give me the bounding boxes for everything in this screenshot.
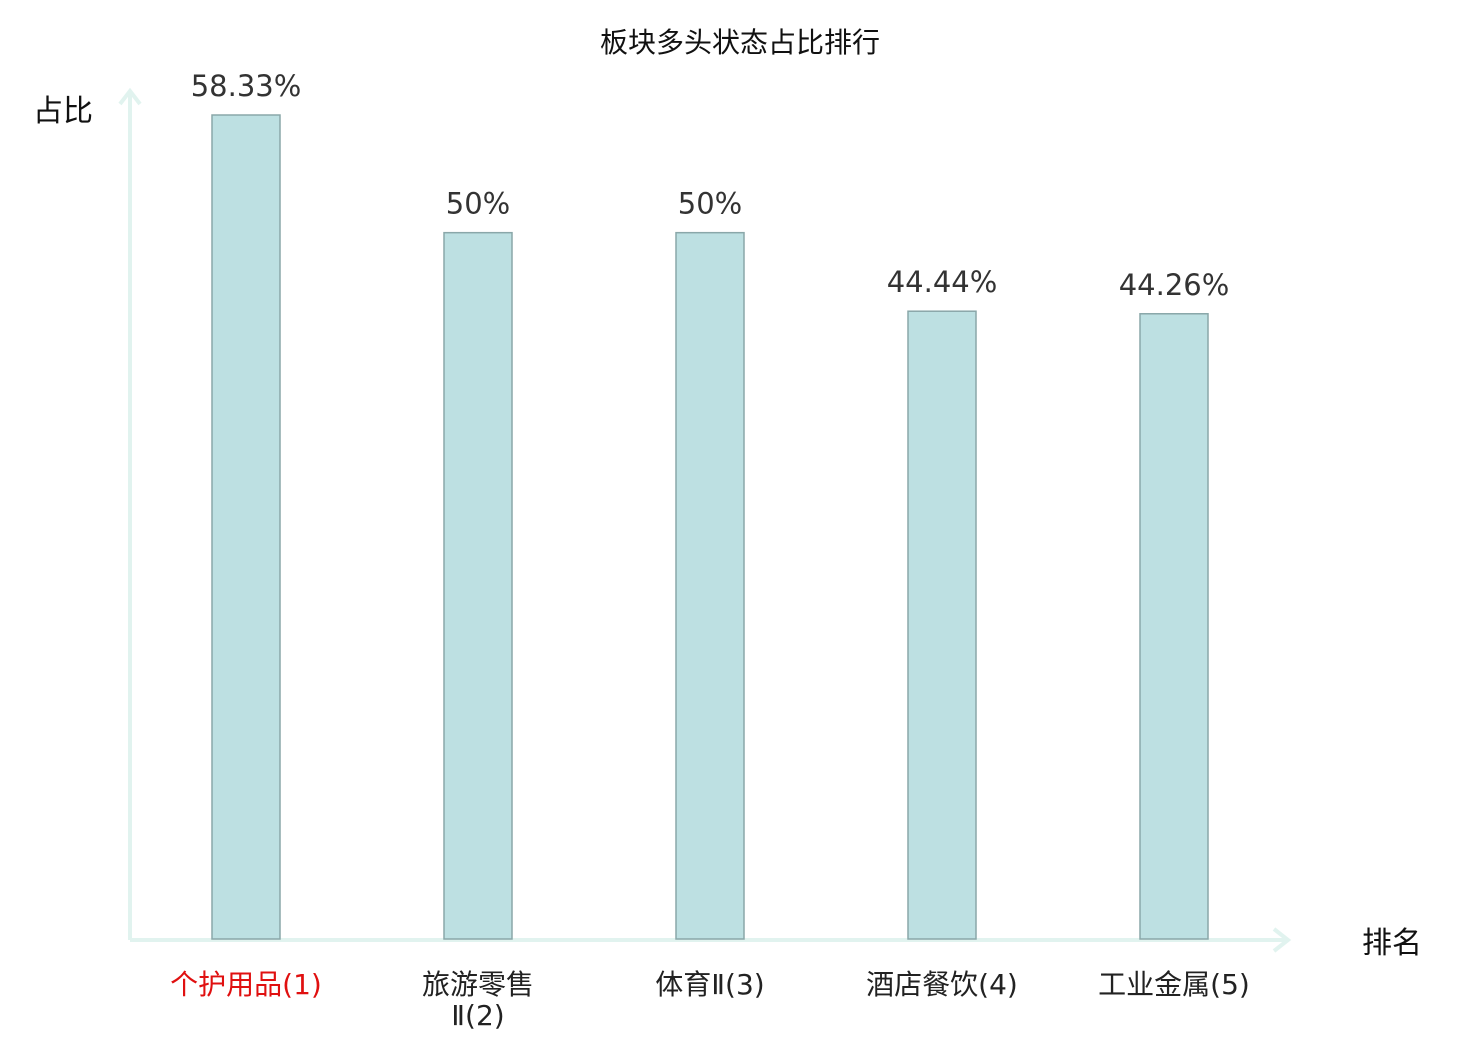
x-axis-label: 排名 <box>1362 926 1422 961</box>
y-axis-label: 占比 <box>33 94 93 129</box>
bar <box>443 231 513 940</box>
bar <box>907 310 977 940</box>
value-label: 58.33% <box>191 69 302 103</box>
x-tick-label: 个护用品(1) <box>170 968 322 1001</box>
bar <box>675 231 745 940</box>
x-tick-label: 工业金属(5) <box>1098 968 1250 1001</box>
x-tick-label: 酒店餐饮(4) <box>866 968 1018 1001</box>
value-label: 44.44% <box>887 265 998 299</box>
chart-title: 板块多头状态占比排行 <box>600 26 880 59</box>
x-tick-label: Ⅱ(2) <box>451 999 504 1032</box>
x-axis-arrow <box>1272 927 1292 953</box>
bars-group <box>211 114 1209 940</box>
axes <box>118 87 1292 953</box>
value-label: 50% <box>678 187 742 221</box>
value-label: 44.26% <box>1119 268 1230 302</box>
x-tick-label: 体育Ⅱ(3) <box>655 968 764 1001</box>
x-tick-label: 旅游零售 <box>422 968 534 1001</box>
bar <box>211 114 281 940</box>
value-label: 50% <box>446 187 510 221</box>
bar <box>1139 313 1209 940</box>
value-labels-group: 58.33% 50% 50% 44.44% 44.26% <box>191 69 1230 302</box>
y-axis-arrow <box>118 87 142 106</box>
